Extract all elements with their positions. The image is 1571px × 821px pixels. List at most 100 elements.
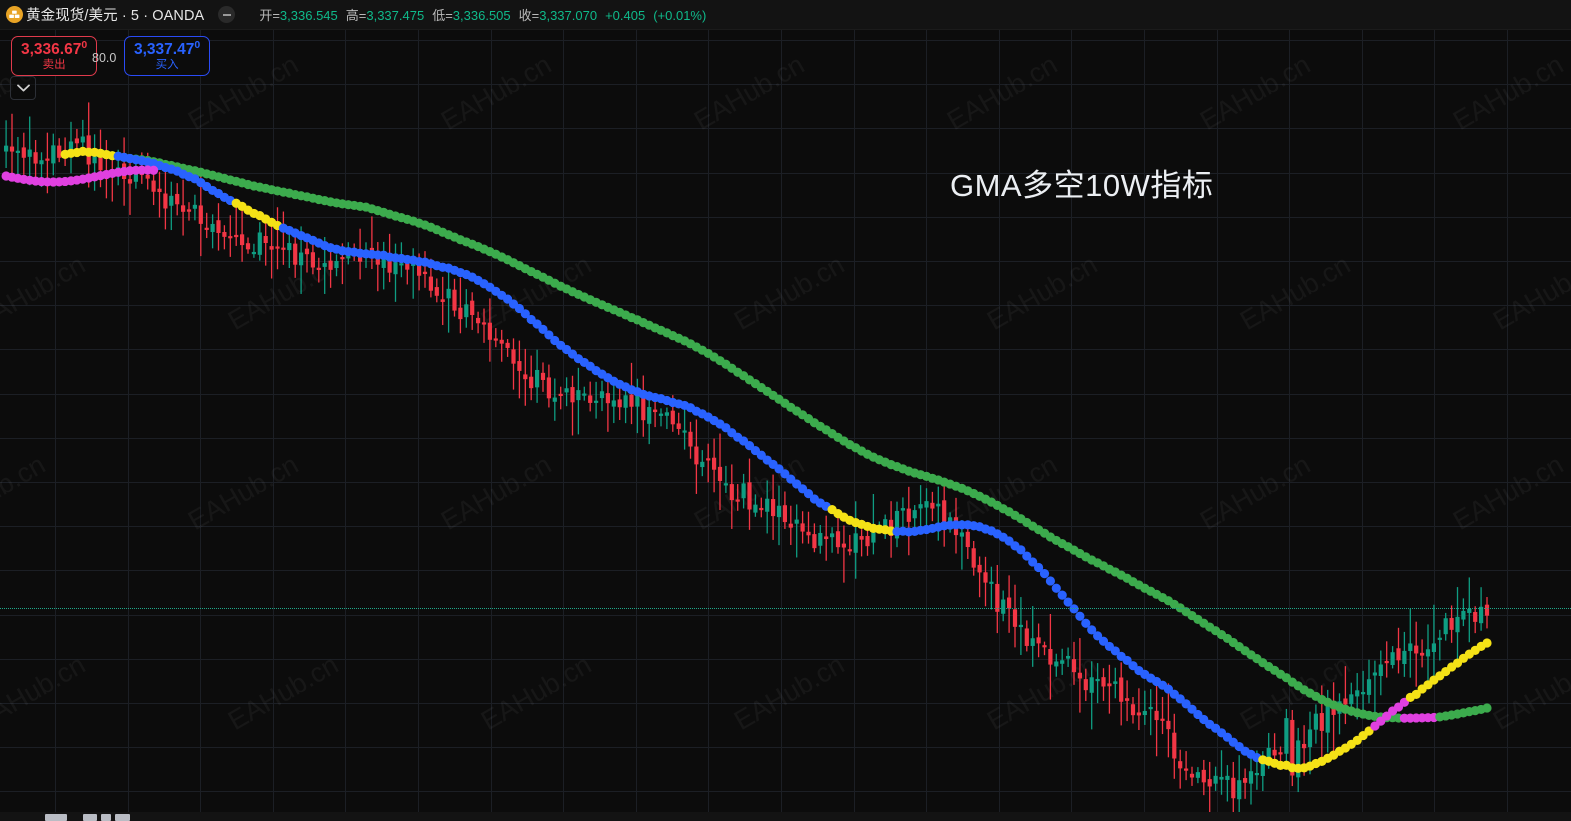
candle-body	[723, 483, 728, 486]
candle-body	[1343, 698, 1348, 705]
sell-label: 卖出	[42, 59, 66, 72]
gridline-horizontal	[0, 615, 1571, 616]
candle-body	[1414, 645, 1419, 654]
candle-body	[818, 532, 823, 546]
spread-value: 80.0	[92, 51, 117, 65]
price-chart-canvas[interactable]: EAHub.cnEAHub.cnEAHub.cnEAHub.cnEAHub.cn…	[0, 30, 1571, 821]
gridline-horizontal	[0, 305, 1571, 306]
ma-dot	[1110, 646, 1120, 656]
collapse-icon[interactable]	[218, 6, 236, 23]
candle-body	[175, 193, 180, 205]
candle-body	[163, 193, 168, 209]
candle-body	[594, 400, 599, 403]
candle-body	[806, 531, 811, 536]
gridline-vertical	[708, 30, 709, 821]
gridline-horizontal	[0, 747, 1571, 748]
last-price-line	[0, 608, 1571, 609]
sell-price-decimal: 0	[81, 39, 88, 51]
candle-body	[1136, 712, 1141, 716]
candle-body	[399, 263, 404, 266]
gridline-vertical	[926, 30, 927, 821]
candle-body	[476, 317, 481, 324]
ma-dot	[1081, 618, 1091, 628]
candle-body	[80, 136, 85, 143]
candle-body	[181, 205, 186, 212]
candle-body	[1402, 650, 1407, 665]
candle-body	[535, 369, 540, 388]
candle-body	[859, 536, 864, 540]
candle-body	[1207, 779, 1212, 787]
candle-body	[9, 146, 15, 152]
ma-dot	[780, 469, 790, 479]
ma-dot	[803, 489, 814, 499]
ma-dot	[1093, 631, 1103, 641]
symbol-title[interactable]: 黄金现货/美元 · 5 · OANDA	[26, 8, 205, 24]
candle-body	[21, 147, 26, 158]
high-value: 3,337.475	[366, 8, 425, 23]
gridline-vertical	[345, 30, 346, 821]
candle-body	[540, 372, 546, 380]
ma-dot	[1051, 583, 1061, 593]
sell-price-badge[interactable]: 3,336.670 卖出	[11, 36, 98, 77]
candle-body	[1467, 608, 1472, 613]
candle-body	[1479, 606, 1484, 624]
candle-body	[487, 322, 492, 340]
candle-body	[192, 204, 197, 209]
gridline-horizontal	[0, 173, 1571, 174]
gridline-vertical	[55, 30, 56, 821]
gridline-vertical	[781, 30, 782, 821]
ma-dot	[1187, 704, 1197, 714]
candle-body	[623, 395, 628, 408]
candle-body	[1113, 681, 1118, 684]
candle-body	[464, 304, 469, 318]
candle-body	[653, 409, 658, 413]
candle-body	[251, 251, 256, 255]
buy-label: 买入	[155, 59, 179, 72]
candle-body	[971, 548, 976, 568]
candle-body	[558, 393, 563, 397]
candle-body	[529, 376, 534, 389]
ohlc-readout: 开=3,336.545 高=3,337.475 低=3,336.505 收=3,337…	[259, 5, 706, 24]
candle-body	[145, 174, 150, 179]
candle-body	[712, 457, 717, 470]
candle-body	[1160, 718, 1165, 721]
buy-price-badge[interactable]: 3,337.470 买入	[124, 36, 211, 77]
ma-dot	[1022, 551, 1032, 561]
candle-body	[39, 160, 44, 165]
candle-body	[1201, 769, 1206, 783]
candle-body	[871, 526, 876, 543]
bottom-toolbar-stub[interactable]	[0, 812, 1571, 821]
candle-body	[965, 531, 970, 548]
gridline-horizontal	[0, 40, 1571, 41]
candle-body	[1130, 704, 1136, 716]
candle-body	[1420, 652, 1425, 656]
candle-body	[989, 581, 994, 584]
candle-body	[570, 387, 575, 403]
gridline-vertical	[1507, 30, 1508, 821]
candle-body	[269, 246, 274, 250]
candlestick-series	[1, 102, 1492, 821]
ma-dot	[149, 165, 159, 175]
candle-body	[328, 260, 333, 270]
candle-body	[517, 361, 522, 371]
candle-body	[812, 534, 817, 549]
candle-body	[1101, 677, 1106, 687]
candle-body	[1007, 597, 1012, 609]
candle-body	[51, 145, 56, 164]
candle-body	[1284, 718, 1289, 754]
candle-body	[381, 256, 386, 268]
gridline-vertical	[200, 30, 201, 821]
candle-body	[1083, 679, 1088, 691]
candle-body	[564, 388, 569, 393]
candle-body	[753, 504, 758, 513]
candle-body	[759, 507, 764, 511]
candle-body	[717, 466, 723, 481]
chevron-down-icon[interactable]	[10, 76, 36, 100]
candle-body	[1302, 743, 1307, 749]
candle-body	[936, 503, 941, 507]
candle-body	[900, 508, 905, 511]
candle-body	[1089, 677, 1094, 693]
change-percent: (+0.01%)	[653, 8, 707, 23]
ma-dot	[1482, 638, 1492, 648]
candle-body	[617, 399, 622, 408]
